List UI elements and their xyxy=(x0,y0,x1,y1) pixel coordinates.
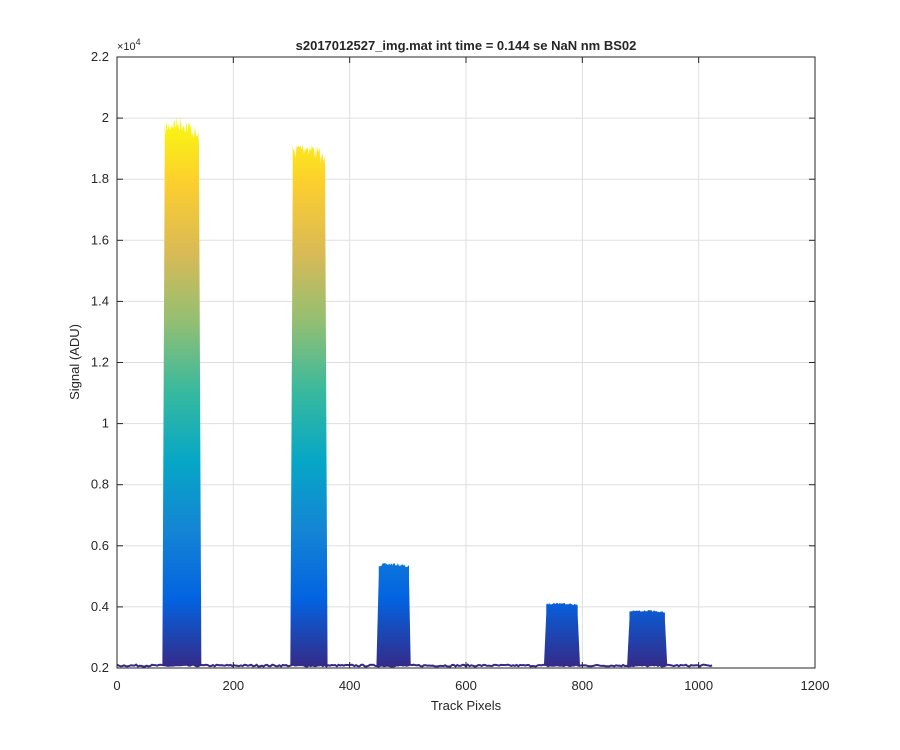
chart-title: s2017012527_img.mat int time = 0.144 se … xyxy=(296,38,637,53)
y-tick-label: 1 xyxy=(102,416,109,431)
y-tick-label: 0.4 xyxy=(91,599,109,614)
x-tick-label: 1000 xyxy=(684,678,713,693)
y-tick-label: 0.2 xyxy=(91,660,109,675)
signal-peak-2 xyxy=(290,143,328,666)
x-tick-label: 0 xyxy=(113,678,120,693)
y-tick-label: 1.4 xyxy=(91,293,109,308)
x-tick-label: 1200 xyxy=(801,678,830,693)
y-axis-exponent-power: 4 xyxy=(136,37,141,47)
y-tick-label: 1.6 xyxy=(91,232,109,247)
y-axis-label: Signal (ADU) xyxy=(67,324,82,400)
x-tick-label: 600 xyxy=(455,678,477,693)
x-axis-label: Track Pixels xyxy=(431,698,502,713)
y-tick-label: 2.2 xyxy=(91,49,109,64)
signal-peaks xyxy=(162,115,668,666)
y-tick-label: 2 xyxy=(102,110,109,125)
signal-peak-4 xyxy=(543,602,581,666)
x-tick-label: 200 xyxy=(222,678,244,693)
y-axis-exponent: ×104 xyxy=(117,37,141,53)
y-tick-label: 1.8 xyxy=(91,171,109,186)
axis-ticks xyxy=(116,56,816,669)
signal-peak-5 xyxy=(627,610,668,666)
y-axis-exponent-base: ×10 xyxy=(117,41,136,53)
signal-peak-1 xyxy=(162,115,202,666)
y-axis-tick-labels: 0.2 0.4 0.6 0.8 1 1.2 1.4 1.6 1.8 2 2.2 xyxy=(91,49,109,675)
y-tick-label: 0.6 xyxy=(91,538,109,553)
y-tick-label: 0.8 xyxy=(91,477,109,492)
x-axis-tick-labels: 0 200 400 600 800 1000 1200 xyxy=(113,678,829,693)
signal-peak-3 xyxy=(376,562,411,666)
plot-contents xyxy=(117,115,713,668)
grid-lines xyxy=(117,57,815,668)
y-tick-label: 1.2 xyxy=(91,355,109,370)
baseline-line xyxy=(117,663,713,668)
x-tick-label: 400 xyxy=(339,678,361,693)
x-tick-label: 800 xyxy=(571,678,593,693)
